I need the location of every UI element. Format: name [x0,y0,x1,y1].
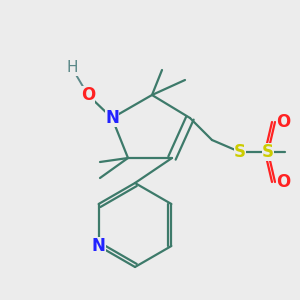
Text: O: O [276,113,290,131]
Text: S: S [262,143,274,161]
Text: O: O [81,86,95,104]
Text: H: H [66,61,78,76]
Text: N: N [92,237,106,255]
Text: N: N [105,109,119,127]
Text: O: O [276,173,290,191]
Text: S: S [234,143,246,161]
